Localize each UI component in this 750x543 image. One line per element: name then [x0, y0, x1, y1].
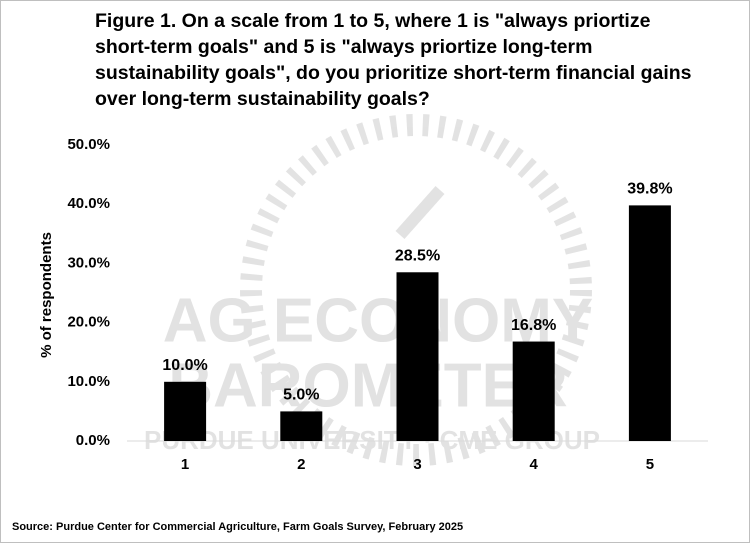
- watermark-dial: [240, 114, 592, 466]
- bar: [396, 272, 439, 441]
- y-tick-label: 10.0%: [67, 373, 110, 390]
- value-label: 16.8%: [511, 317, 556, 334]
- y-tick-label: 30.0%: [67, 254, 110, 271]
- bar: [280, 411, 323, 441]
- y-axis-label: % of respondents: [38, 232, 55, 358]
- y-tick-label: 20.0%: [67, 314, 110, 331]
- watermark-text: BAROMETER: [168, 351, 568, 420]
- x-tick-label: 4: [530, 456, 539, 473]
- watermark: AG ECONOMY BAROMETER PURDUE UNIVERSITY ·…: [144, 114, 600, 466]
- value-label: 5.0%: [283, 387, 319, 404]
- x-tick-label: 3: [413, 456, 421, 473]
- bar: [628, 205, 671, 441]
- chart-title: sustainability goals", do you prioritize…: [95, 62, 692, 84]
- chart-title: short-term goals" and 5 is "always prior…: [95, 36, 592, 58]
- y-tick-label: 40.0%: [67, 195, 110, 212]
- x-tick-label: 2: [297, 456, 305, 473]
- watermark-arrow: [395, 186, 445, 239]
- value-label: 10.0%: [162, 357, 207, 374]
- source: Source: Purdue Center for Commercial Agr…: [12, 521, 463, 533]
- y-tick-label: 0.0%: [76, 432, 110, 449]
- chart-title: Figure 1. On a scale from 1 to 5, where …: [95, 10, 651, 32]
- chart-title: over long-term sustainability goals?: [95, 88, 430, 110]
- bar: [164, 381, 207, 441]
- bar: [512, 341, 555, 441]
- x-tick-label: 1: [181, 456, 189, 473]
- value-label: 28.5%: [395, 247, 440, 264]
- y-tick-label: 50.0%: [67, 136, 110, 153]
- x-tick-label: 5: [646, 456, 654, 473]
- value-label: 39.8%: [627, 181, 672, 198]
